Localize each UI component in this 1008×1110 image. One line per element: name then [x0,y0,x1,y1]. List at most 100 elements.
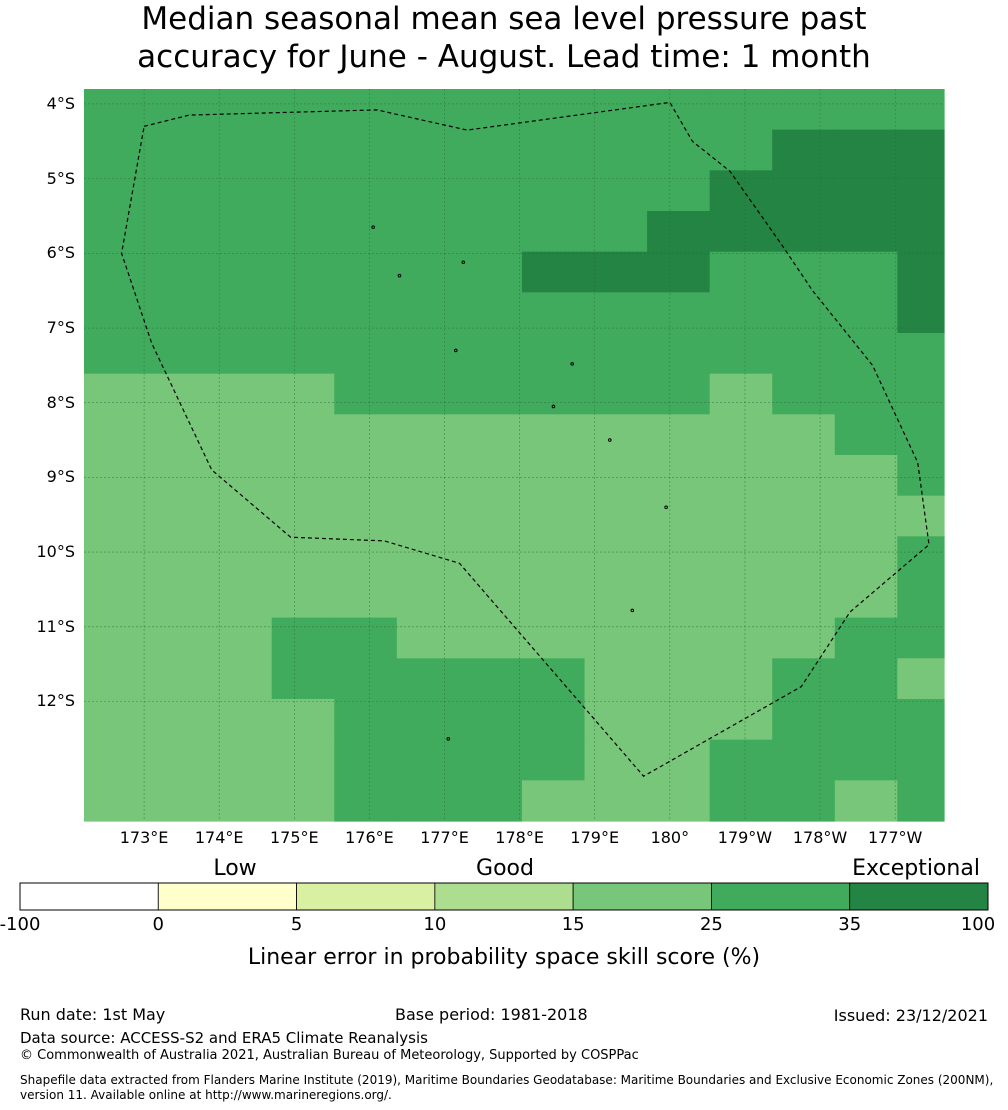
grid-cell [897,455,945,497]
island-marker [446,737,451,741]
island-marker [371,225,375,229]
grid-cell [772,292,836,334]
colorbar-frame [19,882,989,911]
grid-cell [584,495,648,537]
colorbar-tick-label: 5 [290,914,303,935]
grid-cell [459,455,523,497]
grid-cell [271,780,335,822]
grid-cell [834,333,898,375]
lat-label: 7°S [46,318,75,338]
grid-cell [271,495,335,537]
grid-cell [84,658,148,700]
grid-cell [584,780,648,822]
grid-cell [709,577,773,619]
grid-cell [84,211,148,253]
grid-cell [396,577,460,619]
grid-cell [459,495,523,537]
grid-cell [772,536,836,578]
grid-cell [521,455,586,497]
grid-cell [897,780,945,822]
grid-cell [459,170,523,212]
grid-cell [647,211,711,253]
lon-label: 179°E [570,828,620,847]
grid-cell [209,536,273,578]
lon-label: 175°E [269,828,319,847]
grid-cell [897,89,945,131]
grid-cell [334,89,398,131]
grid-cell [584,373,648,415]
grid-cell [146,577,210,619]
grid-cell [396,373,460,415]
grid-cell [459,292,523,334]
grid-cell [459,739,523,781]
grid-cell [396,292,460,334]
lat-label: 10°S [36,542,75,562]
grid-cell [84,170,148,212]
grid-cell [271,577,335,619]
lat-label: 11°S [36,616,75,636]
grid-cell [834,739,898,781]
grid-cell [897,536,945,578]
grid-cell [584,333,648,375]
island-marker [551,404,556,409]
skill-map [19,89,989,911]
lat-label: 4°S [46,93,75,113]
grid-cell [271,658,335,700]
grid-cell [897,658,945,700]
grid-cell [271,211,335,253]
colorbar-tick-label: 100 [960,914,996,935]
grid-cell [897,495,945,537]
grid-cell [396,658,460,700]
grid-cell [584,658,648,700]
grid-cell [84,699,148,741]
colorbar-segment [434,882,574,911]
grid-cell [647,129,711,171]
colorbar [19,882,989,911]
grid-cell [584,577,648,619]
grid-cell [396,89,460,131]
grid-cell [84,333,148,375]
grid-cell [709,455,773,497]
grid-cell [897,739,945,781]
issued-date: Issued: 23/12/2021 [833,1006,988,1025]
colorbar-category-label: Good [476,856,534,881]
grid-cell [84,129,148,171]
colorbar-tick-label: 0 [152,914,164,935]
grid-cell [834,617,898,659]
colorbar-tick-label: 10 [423,914,447,935]
grid-cell [396,617,460,659]
base-period: Base period: 1981-2018 [395,1005,588,1024]
grid-cell [834,455,898,497]
grid-cell [647,414,711,456]
grid-cell [396,455,460,497]
grid-cell [647,780,711,822]
colorbar-segment [711,882,851,911]
grid-cell [396,129,460,171]
grid-cell [459,129,523,171]
grid-cell [334,333,398,375]
grid-cell [396,170,460,212]
grid-cell [897,170,945,212]
grid-cell [647,455,711,497]
grid-cell [146,699,210,741]
grid-cell [84,89,148,131]
grid-cell [521,211,586,253]
grid-cell [209,455,273,497]
title-line-2: accuracy for June - August. Lead time: 1… [137,39,871,75]
grid-cell [84,577,148,619]
grid-cell [772,373,836,415]
skill-grid-cells [84,89,945,822]
grid-cell [146,495,210,537]
grid-cell [647,536,711,578]
grid-cell [521,699,586,741]
grid-cell [772,699,836,741]
lat-label: 5°S [46,168,75,188]
grid-cell [521,89,586,131]
grid-cell [772,617,836,659]
colorbar-category-label: Low [213,856,257,881]
grid-cell [84,414,148,456]
grid-cell [772,170,836,212]
grid-cell [334,414,398,456]
grid-cell [146,414,210,456]
colorbar-tick-label: 25 [699,914,723,935]
